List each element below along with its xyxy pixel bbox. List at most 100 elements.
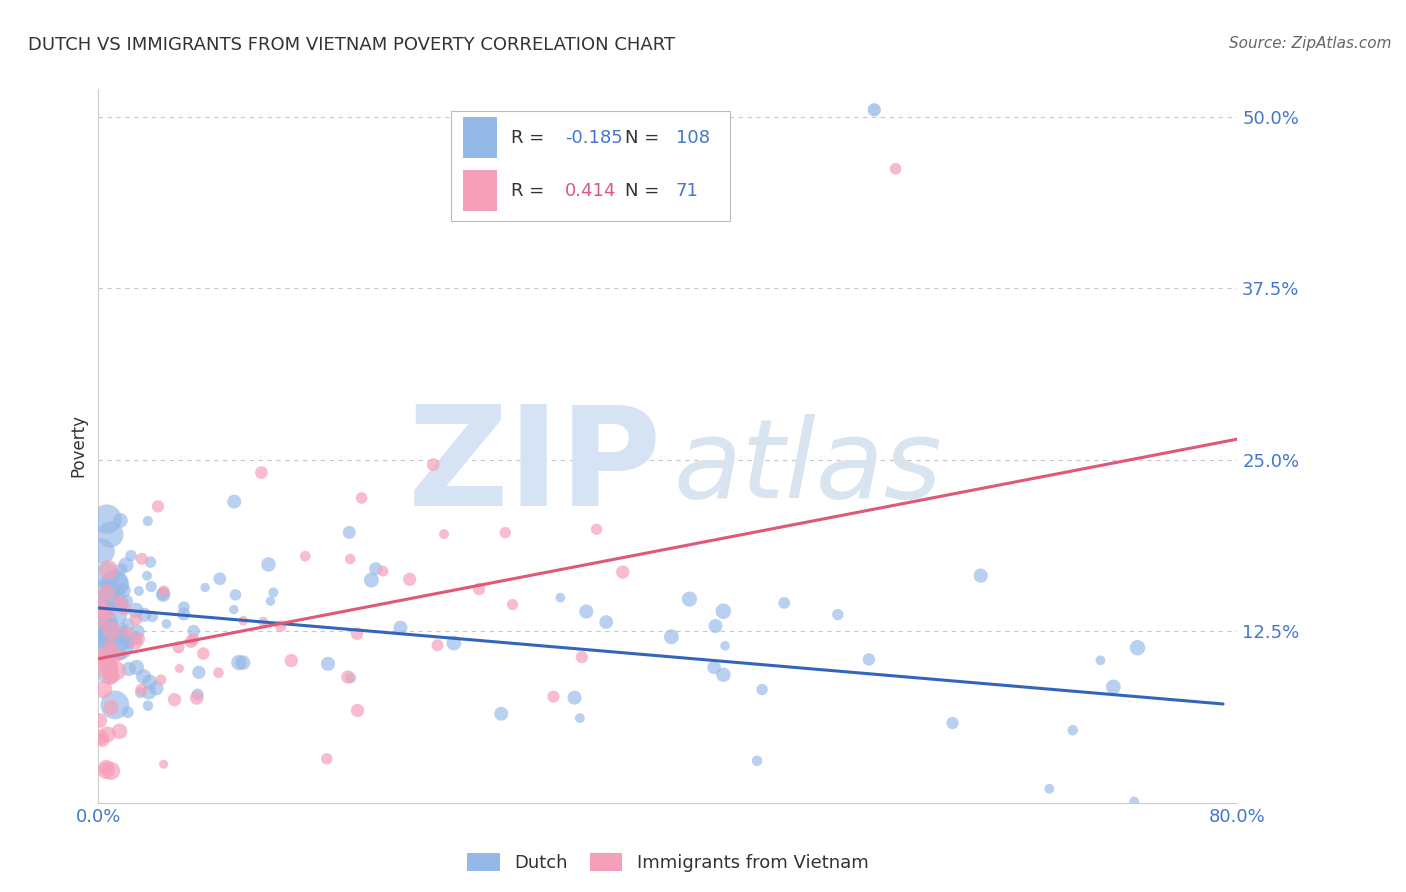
Point — [280, 654, 302, 668]
Point — [222, 602, 245, 616]
Point — [187, 665, 209, 680]
Point — [125, 660, 148, 674]
Point — [167, 640, 190, 655]
Point — [112, 583, 135, 598]
Point — [129, 682, 152, 697]
Point — [87, 644, 110, 658]
Text: atlas: atlas — [673, 414, 942, 521]
Point — [360, 573, 382, 587]
Point — [1038, 781, 1060, 796]
Point — [703, 660, 725, 674]
Point — [136, 514, 159, 528]
Point — [433, 527, 456, 541]
Point — [422, 458, 444, 472]
Point — [575, 605, 598, 619]
Point — [270, 619, 292, 633]
Point — [138, 675, 160, 690]
Point — [152, 757, 174, 772]
Point — [100, 527, 122, 541]
Point — [100, 764, 122, 778]
Point — [117, 631, 139, 645]
Point — [136, 568, 159, 582]
Point — [101, 669, 124, 683]
Text: 108: 108 — [676, 128, 710, 146]
Text: 0.414: 0.414 — [565, 182, 617, 200]
Point — [564, 690, 586, 705]
Point — [125, 603, 148, 617]
Point — [294, 549, 316, 564]
Point — [491, 706, 513, 721]
Point — [155, 616, 177, 631]
Point — [91, 651, 114, 665]
Point — [117, 625, 139, 640]
Text: N =: N = — [624, 128, 665, 146]
Point — [773, 596, 796, 610]
Point — [108, 630, 131, 644]
Point — [108, 638, 131, 652]
Point — [125, 612, 148, 626]
Point — [128, 584, 150, 599]
Point — [96, 512, 118, 526]
Point — [350, 491, 373, 505]
Point — [704, 619, 727, 633]
Point — [180, 634, 202, 648]
Point — [1126, 640, 1149, 655]
Point — [138, 685, 160, 699]
Point — [183, 632, 205, 647]
Point — [111, 596, 134, 610]
Point — [100, 624, 122, 638]
Point — [141, 609, 163, 624]
Point — [103, 648, 125, 662]
Point — [96, 764, 118, 778]
Point — [125, 636, 148, 650]
Point — [128, 632, 150, 646]
FancyBboxPatch shape — [463, 117, 498, 159]
Point — [339, 552, 361, 566]
Point — [194, 581, 217, 595]
Point — [745, 754, 768, 768]
Point — [98, 647, 121, 661]
Point — [207, 665, 229, 680]
Point — [120, 549, 142, 563]
Point — [89, 585, 111, 599]
FancyBboxPatch shape — [451, 111, 731, 221]
Point — [118, 636, 141, 650]
Point — [1102, 680, 1125, 694]
Point — [97, 666, 120, 681]
FancyBboxPatch shape — [463, 169, 498, 211]
Point — [112, 601, 135, 615]
Point — [124, 631, 146, 645]
Point — [173, 607, 195, 621]
Point — [89, 611, 111, 625]
Point — [398, 572, 420, 586]
Point — [134, 607, 156, 622]
Point — [208, 572, 231, 586]
Point — [93, 605, 115, 619]
Point — [711, 604, 734, 618]
Point — [117, 705, 139, 719]
Point — [678, 592, 700, 607]
Point — [364, 562, 387, 576]
Text: 71: 71 — [676, 182, 699, 200]
Point — [132, 670, 155, 684]
Point — [145, 681, 167, 695]
Point — [250, 466, 273, 480]
Point — [468, 582, 491, 596]
Point — [339, 671, 361, 685]
Point — [661, 630, 683, 644]
Point — [90, 625, 112, 640]
Point — [108, 626, 131, 640]
Point — [751, 682, 773, 697]
Point — [550, 591, 572, 605]
Point — [337, 525, 360, 540]
Point — [187, 688, 209, 702]
Point — [714, 639, 737, 653]
Point — [91, 733, 114, 747]
Point — [183, 624, 205, 638]
Point — [193, 647, 215, 661]
Point — [543, 690, 565, 704]
Point — [131, 552, 153, 566]
Text: R =: R = — [510, 128, 550, 146]
Point — [104, 577, 127, 591]
Point — [104, 607, 127, 621]
